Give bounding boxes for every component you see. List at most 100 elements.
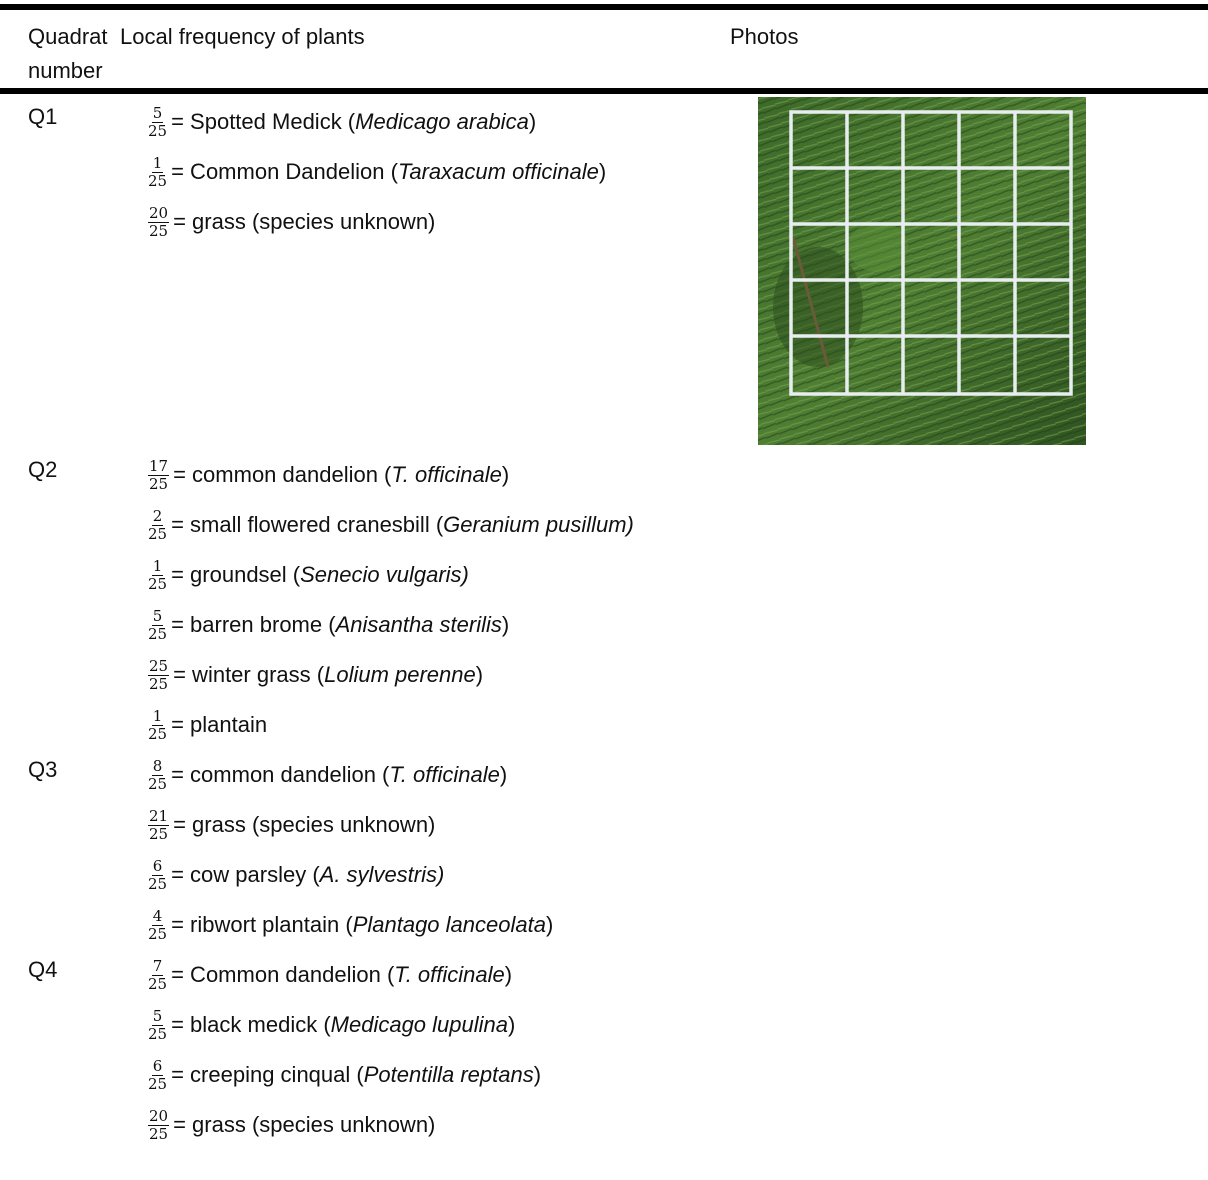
fraction: 2 25 [148, 506, 168, 543]
entry-text: = groundsel (Senecio vulgaris) [171, 561, 469, 589]
photo-cell [758, 750, 1208, 950]
fraction: 17 25 [148, 456, 170, 493]
denominator: 25 [148, 924, 168, 943]
numerator: 1 [151, 706, 164, 726]
denominator: 25 [149, 221, 169, 240]
fraction: 25 25 [148, 657, 170, 693]
denominator: 25 [148, 974, 168, 993]
plant-name: = grass (species unknown) [173, 1112, 436, 1137]
denominator: 25 [149, 824, 169, 843]
numerator: 8 [151, 756, 164, 776]
frequency-entry: 17 25 = common dandelion (T. officinale) [148, 450, 758, 500]
plant-name: = grass (species unknown) [173, 812, 436, 837]
species-name: T. officinale [391, 462, 502, 487]
entry-text: = black medick (Medicago lupulina) [171, 1011, 515, 1039]
plant-name: ) [501, 462, 510, 487]
entry-text: = small flowered cranesbill (Geranium pu… [171, 511, 634, 539]
plant-name: = ribwort plantain ( [171, 912, 353, 937]
species-name: Medicago arabica [355, 109, 529, 134]
entry-text: = grass (species unknown) [173, 1111, 435, 1139]
frequency-cell: 7 25 = Common dandelion (T. officinale) 5 25… [148, 950, 758, 1150]
species-name: A. sylvestris) [319, 862, 445, 887]
entry-text: = barren brome (Anisantha sterilis) [171, 611, 509, 639]
frequency-cell: 8 25 = common dandelion (T. officinale) 21 2… [148, 750, 758, 950]
denominator: 25 [148, 524, 168, 543]
fraction: 20 25 [148, 203, 170, 240]
numerator: 2 [151, 506, 164, 526]
numerator: 1 [151, 153, 164, 173]
quadrat-label: Q4 [28, 957, 58, 982]
numerator: 20 [148, 1106, 170, 1126]
plant-name: ) [504, 962, 513, 987]
fraction: 5 25 [148, 1007, 168, 1043]
frequency-entry: 1 25 = groundsel (Senecio vulgaris) [148, 550, 758, 600]
fraction: 20 25 [148, 1106, 170, 1143]
fraction: 1 25 [148, 557, 167, 593]
entry-text: = cow parsley (A. sylvestris) [171, 861, 444, 889]
plant-name: = small flowered cranesbill ( [171, 512, 444, 537]
fraction: 5 25 [148, 104, 168, 140]
numerator: 4 [151, 906, 164, 926]
entry-text: = Common Dandelion (Taraxacum officinale… [171, 158, 606, 186]
entry-text: = creeping cinqual (Potentilla reptans) [171, 1061, 541, 1089]
denominator: 25 [149, 674, 169, 693]
plant-name: ) [501, 612, 510, 637]
denominator: 25 [148, 624, 168, 643]
quadrat-label: Q1 [28, 104, 58, 129]
plant-name: = Spotted Medick ( [171, 109, 356, 134]
plant-name: ) [528, 109, 537, 134]
entry-text: = plantain [171, 711, 267, 739]
denominator: 25 [148, 1024, 168, 1043]
frequency-entry: 2 25 = small flowered cranesbill (Geranium… [148, 500, 758, 550]
frequency-entry: 21 25 = grass (species unknown) [148, 800, 758, 850]
header-cell: Local frequency of plants [120, 24, 365, 49]
header-cell: Photos [730, 24, 799, 49]
plant-name: ) [533, 1062, 542, 1087]
denominator: 25 [148, 171, 168, 190]
fraction: 4 25 [148, 906, 168, 943]
numerator: 17 [148, 456, 170, 476]
frequency-entry: 6 25 = creeping cinqual (Potentilla reptan… [148, 1050, 758, 1100]
entry-text: = winter grass (Lolium perenne) [173, 661, 483, 689]
fraction: 7 25 [148, 957, 168, 993]
plant-name: = Common dandelion ( [171, 962, 395, 987]
species-name: Taraxacum officinale [397, 159, 599, 184]
frequency-entry: 8 25 = common dandelion (T. officinale) [148, 750, 758, 800]
plant-name: = cow parsley ( [171, 862, 320, 887]
frequency-entry: 1 25 = plantain [148, 700, 758, 750]
denominator: 25 [148, 121, 168, 140]
frequency-entry: 20 25 = grass (species unknown) [148, 197, 758, 247]
frequency-entry: 1 25 = Common Dandelion (Taraxacum officin… [148, 147, 758, 197]
species-name: Potentilla reptans [363, 1062, 534, 1087]
frequency-entry: 7 25 = Common dandelion (T. officinale) [148, 950, 758, 1000]
plant-name: = plantain [171, 712, 268, 737]
frequency-entry: 20 25 = grass (species unknown) [148, 1100, 758, 1150]
table-row: Q3 8 25 = common dandelion (T. officinale) 2… [0, 750, 1208, 950]
numerator: 20 [148, 203, 170, 223]
frequency-entry: 5 25 = black medick (Medicago lupulina) [148, 1000, 758, 1050]
frequency-entry: 4 25 = ribwort plantain (Plantago lanceola… [148, 900, 758, 950]
species-name: Geranium pusillum) [443, 512, 634, 537]
quadrat-label: Q3 [28, 757, 58, 782]
photo-cell [758, 97, 1208, 450]
plant-name: = black medick ( [171, 1012, 331, 1037]
numerator: 21 [148, 806, 170, 826]
frequency-cell: 17 25 = common dandelion (T. officinale) 2 2… [148, 450, 758, 750]
entry-text: = grass (species unknown) [173, 208, 435, 236]
plant-name: ) [545, 912, 554, 937]
plant-name: = common dandelion ( [171, 762, 390, 787]
species-name: Medicago lupulina [330, 1012, 508, 1037]
frequency-entry: 25 25 = winter grass (Lolium perenne) [148, 650, 758, 700]
fraction: 1 25 [148, 706, 167, 743]
numerator: 6 [151, 1056, 164, 1076]
fraction: 6 25 [148, 857, 168, 893]
table-row: Q1 5 25 = Spotted Medick (Medicago arabica)… [0, 97, 1208, 450]
denominator: 25 [148, 774, 168, 793]
fraction: 6 25 [148, 1056, 168, 1093]
entry-text: = Spotted Medick (Medicago arabica) [171, 108, 536, 136]
denominator: 25 [149, 1124, 169, 1143]
denominator: 25 [148, 874, 168, 893]
denominator: 25 [148, 1074, 168, 1093]
entry-text: = common dandelion (T. officinale) [171, 761, 507, 789]
quadrat-photo [758, 97, 1086, 445]
